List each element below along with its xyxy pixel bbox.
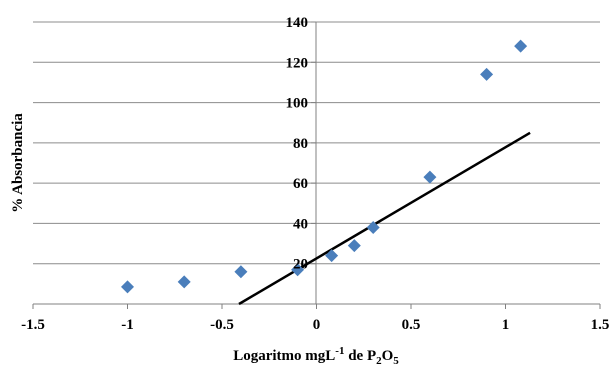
y-tick-label: 140 xyxy=(286,15,309,31)
x-tick-label: 1.5 xyxy=(591,317,610,333)
data-point xyxy=(121,280,134,294)
data-point xyxy=(177,275,191,289)
data-point xyxy=(514,39,528,53)
x-tick-label: 0 xyxy=(313,317,321,333)
y-tick-label: 80 xyxy=(293,136,308,152)
data-points xyxy=(121,39,528,294)
x-tick-label: -0.5 xyxy=(210,317,234,333)
axes xyxy=(32,21,601,309)
data-point xyxy=(234,265,248,279)
y-axis-title: % Absorbancia xyxy=(10,113,26,213)
x-tick-label: 0.5 xyxy=(402,317,421,333)
trendline-layer xyxy=(238,131,531,306)
y-tick-label: 60 xyxy=(293,176,308,192)
x-tick-label: 1 xyxy=(502,317,510,333)
tick-labels: -1.5 -1 -0.5 0 0.5 1 1.5 20 40 60 80 100 120 140 xyxy=(21,15,609,333)
linear-trendline xyxy=(238,131,531,306)
y-tick-label: 20 xyxy=(293,257,308,273)
data-point xyxy=(347,239,361,253)
y-tick-label: 40 xyxy=(293,216,308,232)
data-point xyxy=(366,220,380,234)
data-point xyxy=(480,67,494,81)
y-tick-label: 120 xyxy=(286,55,309,71)
data-point xyxy=(325,249,339,263)
data-point xyxy=(423,170,437,184)
x-axis-title: Logaritmo mgL-1 de P2O5 xyxy=(233,345,399,367)
x-tick-label: -1 xyxy=(121,317,134,333)
x-tick-label: -1.5 xyxy=(21,317,45,333)
y-tick-label: 100 xyxy=(286,96,309,112)
data-point xyxy=(291,263,305,277)
